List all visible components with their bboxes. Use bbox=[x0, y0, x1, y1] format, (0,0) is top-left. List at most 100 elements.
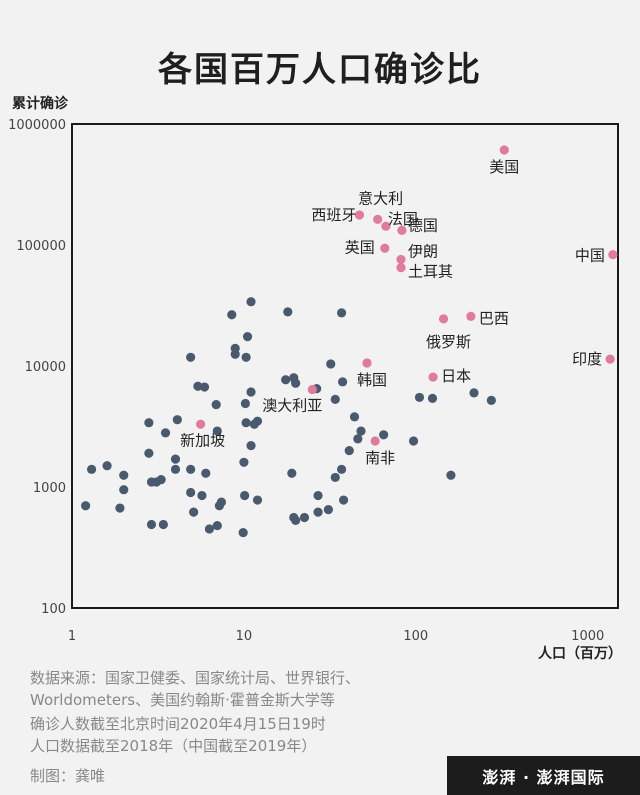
data-point bbox=[227, 310, 237, 320]
data-point bbox=[211, 399, 221, 410]
highlight-point bbox=[397, 225, 407, 236]
y-tick-label: 100 bbox=[41, 602, 66, 617]
data-point bbox=[336, 464, 347, 474]
y-tick-label: 1000000 bbox=[8, 118, 66, 133]
data-point bbox=[189, 507, 199, 517]
country-label: 巴西 bbox=[479, 309, 509, 327]
data-point bbox=[353, 434, 363, 444]
data-point bbox=[81, 501, 91, 511]
data-point bbox=[330, 472, 340, 483]
highlight-point bbox=[196, 419, 206, 429]
y-tick-labels: 100 1000 10000 100000 1000000 bbox=[8, 118, 66, 617]
highlight-point bbox=[605, 354, 615, 364]
highlight-point bbox=[608, 250, 618, 260]
data-point bbox=[238, 527, 248, 538]
data-point bbox=[186, 464, 196, 474]
data-point bbox=[186, 352, 196, 362]
data-point bbox=[144, 448, 154, 458]
x-tick-label: 1 bbox=[68, 629, 76, 644]
data-point bbox=[239, 457, 249, 467]
data-point bbox=[119, 485, 129, 495]
country-label: 西班牙 bbox=[311, 206, 356, 224]
country-label: 德国 bbox=[408, 216, 438, 234]
highlight-point bbox=[380, 243, 390, 253]
highlight-point bbox=[381, 221, 391, 231]
x-axis-label: 人口（百万） bbox=[538, 646, 622, 662]
data-point bbox=[414, 392, 425, 403]
country-label: 印度 bbox=[572, 350, 602, 368]
y-axis-label: 累计确诊 bbox=[12, 96, 68, 112]
data-point bbox=[186, 487, 196, 498]
data-point bbox=[242, 331, 253, 342]
x-tick-label: 100 bbox=[403, 629, 428, 644]
note-line-2: 人口数据截至2018年（中国截至2019年） bbox=[30, 737, 317, 755]
data-point bbox=[283, 307, 293, 317]
highlight-point bbox=[373, 214, 383, 224]
data-point bbox=[252, 495, 263, 505]
data-point bbox=[287, 468, 297, 478]
data-point bbox=[469, 388, 479, 398]
y-tick-label: 1000 bbox=[33, 481, 66, 496]
data-point bbox=[379, 430, 389, 440]
data-point bbox=[326, 359, 336, 369]
data-point bbox=[199, 382, 210, 392]
country-label: 美国 bbox=[489, 158, 519, 176]
data-point bbox=[336, 308, 347, 318]
data-point bbox=[115, 503, 125, 513]
highlight-point bbox=[428, 372, 438, 382]
highlight-point bbox=[438, 314, 449, 324]
data-point bbox=[281, 375, 291, 385]
country-label: 南非 bbox=[365, 449, 395, 467]
credit-line: 制图：龚唯 bbox=[30, 767, 106, 785]
highlight-point bbox=[499, 145, 509, 155]
country-label: 澳大利亚 bbox=[262, 396, 322, 414]
plot-frame bbox=[71, 123, 619, 609]
data-point bbox=[241, 352, 251, 362]
x-tick-labels: 1 10 100 1000 bbox=[68, 629, 604, 644]
data-point bbox=[204, 524, 215, 534]
country-label: 意大利 bbox=[358, 189, 403, 207]
source-line-2: Worldometers、美国约翰斯·霍普金斯大学等 bbox=[30, 691, 335, 709]
data-point bbox=[240, 398, 250, 409]
data-point bbox=[246, 440, 256, 451]
data-point bbox=[160, 428, 171, 438]
data-point bbox=[299, 512, 310, 523]
data-point bbox=[356, 426, 366, 436]
data-point bbox=[119, 470, 129, 480]
data-point bbox=[241, 418, 251, 428]
country-label: 法国 bbox=[388, 210, 418, 228]
x-tick-label: 1000 bbox=[571, 629, 604, 644]
highlight-point bbox=[466, 311, 476, 321]
country-label: 新加坡 bbox=[180, 431, 225, 449]
data-point bbox=[323, 505, 333, 515]
data-point bbox=[86, 464, 97, 474]
data-point bbox=[338, 495, 349, 505]
highlight-point bbox=[370, 436, 380, 446]
data-point bbox=[446, 470, 456, 480]
highlight-point bbox=[396, 254, 406, 265]
highlight-point bbox=[396, 263, 406, 273]
data-point bbox=[230, 349, 240, 359]
note-line-1: 确诊人数截至北京时间2020年4月15日19时 bbox=[30, 715, 326, 733]
data-point bbox=[246, 387, 256, 397]
data-point bbox=[486, 395, 496, 405]
data-point bbox=[170, 464, 181, 474]
data-point bbox=[313, 507, 323, 517]
highlight-point bbox=[307, 384, 317, 395]
highlight-point bbox=[362, 358, 372, 368]
data-point bbox=[246, 297, 256, 307]
data-point bbox=[102, 461, 112, 471]
data-point bbox=[212, 520, 222, 531]
data-point bbox=[156, 475, 166, 485]
chart-title: 各国百万人口确诊比 bbox=[158, 50, 482, 90]
data-point bbox=[201, 468, 211, 478]
data-point bbox=[197, 490, 207, 501]
source-line-1: 数据来源：国家卫健委、国家统计局、世界银行、 bbox=[30, 669, 361, 687]
data-point bbox=[408, 436, 419, 446]
data-point bbox=[313, 490, 323, 501]
data-point bbox=[427, 393, 438, 403]
country-label: 英国 bbox=[345, 238, 375, 256]
brand-logo: 澎湃 · 澎湃国际 bbox=[447, 756, 640, 795]
